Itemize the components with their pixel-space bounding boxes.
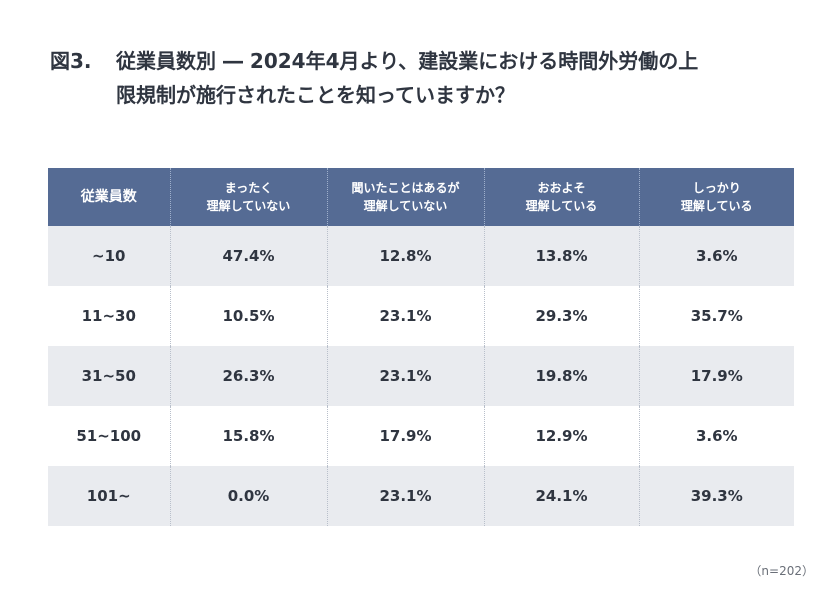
table-cell: 29.3% (483, 286, 639, 346)
table-cell: 3.6% (638, 226, 794, 286)
title-line-2: 限規制が施行されたことを知っていますか？ (116, 83, 515, 107)
data-table: 従業員数 まったく 理解していない 聞いたことはあるが 理解していない おおよそ 理解… (48, 168, 794, 526)
header-fully-understood: しっかり理解している (638, 168, 794, 226)
table-cell: 35.7% (638, 286, 794, 346)
header-label-line2: 理解している (680, 199, 753, 213)
table-cell: 39.3% (638, 466, 794, 526)
table-cell: 26.3% (169, 346, 327, 406)
table-cell: 3.6% (638, 406, 794, 466)
page-title: 図3. 従業員数別 ― 2024年4月より、建設業における時間外労働の上 限規制が… (50, 44, 790, 112)
table-cell: 19.8% (483, 346, 639, 406)
header-label-line1: おおよそ (537, 181, 586, 195)
header-label-line2: 理解していない (206, 199, 291, 213)
table-cell: 13.8% (483, 226, 639, 286)
table-cell: 15.8% (169, 406, 327, 466)
table-cell: 23.1% (326, 466, 484, 526)
table-cell: 23.1% (326, 286, 484, 346)
row-label: 31~50 (48, 346, 170, 406)
figure-number: 図3. (50, 49, 92, 73)
header-label-line2: 理解している (525, 199, 598, 213)
table-cell: 23.1% (326, 346, 484, 406)
table-row: 51~100 15.8% 17.9% 12.9% 3.6% (48, 406, 794, 466)
title-text-1: 従業員数別 ― 2024年4月より、建設業における時間外労働の上 (116, 49, 699, 73)
header-label-line1: しっかり (692, 181, 741, 195)
row-label: 11~30 (48, 286, 170, 346)
table-cell: 10.5% (169, 286, 327, 346)
header-roughly-understood: おおよそ理解している (483, 168, 639, 226)
table-cell: 12.9% (483, 406, 639, 466)
table-cell: 24.1% (483, 466, 639, 526)
sample-size-note: （n=202） (749, 564, 814, 578)
table-cell: 0.0% (169, 466, 327, 526)
row-label: ~10 (48, 226, 170, 286)
header-label-line2: 理解していない (363, 199, 448, 213)
header-heard-not-understood: 聞いたことはあるが 理解していない (326, 168, 484, 226)
table-row: ~10 47.4% 12.8% 13.8% 3.6% (48, 226, 794, 286)
header-label-line1: まったく (224, 181, 273, 195)
table-cell: 17.9% (638, 346, 794, 406)
table-header-row: 従業員数 まったく 理解していない 聞いたことはあるが 理解していない おおよそ 理解… (48, 168, 794, 226)
table-cell: 47.4% (169, 226, 327, 286)
row-label: 51~100 (48, 406, 170, 466)
row-label: 101~ (48, 466, 170, 526)
header-employees: 従業員数 (48, 168, 170, 226)
header-not-understood: まったく理解していない (169, 168, 327, 226)
table-cell: 12.8% (326, 226, 484, 286)
table-row: 11~30 10.5% 23.1% 29.3% 35.7% (48, 286, 794, 346)
header-label: 従業員数 (80, 189, 137, 205)
title-line-1: 図3. 従業員数別 ― 2024年4月より、建設業における時間外労働の上 (50, 44, 790, 78)
table-cell: 17.9% (326, 406, 484, 466)
table-row: 101~ 0.0% 23.1% 24.1% 39.3% (48, 466, 794, 526)
table-row: 31~50 26.3% 23.1% 19.8% 17.9% (48, 346, 794, 406)
header-label-line1: 聞いたことはあるが (351, 181, 460, 195)
